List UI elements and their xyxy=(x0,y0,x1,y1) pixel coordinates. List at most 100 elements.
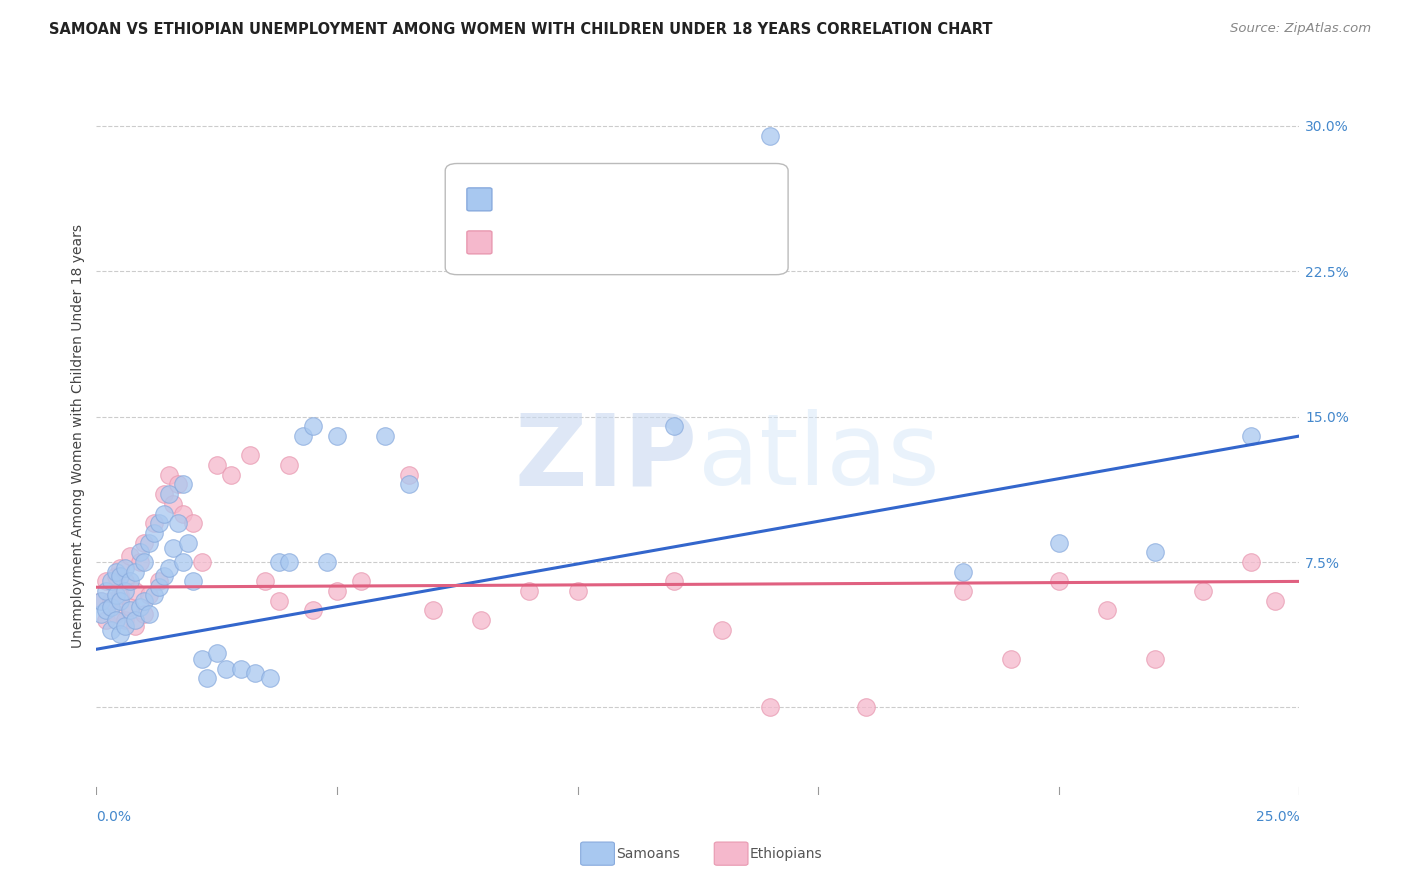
Point xyxy=(952,565,974,579)
Point xyxy=(172,555,194,569)
Point xyxy=(134,555,156,569)
Point xyxy=(128,545,150,559)
Point xyxy=(302,603,325,617)
Point xyxy=(269,594,291,608)
FancyBboxPatch shape xyxy=(467,231,492,254)
Point xyxy=(567,584,589,599)
Text: Samoans: Samoans xyxy=(616,847,679,861)
Point xyxy=(128,555,150,569)
Text: 0.0%: 0.0% xyxy=(97,810,131,824)
Text: N =: N = xyxy=(644,235,678,250)
Point xyxy=(118,574,141,589)
Point xyxy=(259,671,281,685)
Point xyxy=(143,588,166,602)
Point xyxy=(172,477,194,491)
Text: Source: ZipAtlas.com: Source: ZipAtlas.com xyxy=(1230,22,1371,36)
Point xyxy=(269,555,291,569)
Point xyxy=(134,607,156,622)
Point xyxy=(253,574,276,589)
Point xyxy=(952,584,974,599)
Point xyxy=(219,467,242,482)
Point xyxy=(662,574,685,589)
FancyBboxPatch shape xyxy=(467,188,492,211)
Point xyxy=(110,626,132,640)
Point xyxy=(124,613,146,627)
Point xyxy=(162,497,184,511)
Point xyxy=(181,574,204,589)
Text: 53: 53 xyxy=(692,235,713,250)
Text: 0.005: 0.005 xyxy=(572,235,620,250)
Point xyxy=(350,574,373,589)
Point xyxy=(124,565,146,579)
Point xyxy=(1143,545,1166,559)
Point xyxy=(100,574,122,589)
Point xyxy=(277,458,299,472)
Point xyxy=(138,588,160,602)
Point xyxy=(104,588,127,602)
Point xyxy=(162,541,184,556)
Point xyxy=(422,603,444,617)
Point xyxy=(152,507,174,521)
Point xyxy=(148,580,170,594)
Point xyxy=(94,603,117,617)
Point xyxy=(1240,429,1263,443)
FancyBboxPatch shape xyxy=(446,163,789,275)
Point xyxy=(398,467,420,482)
Point xyxy=(152,487,174,501)
Point xyxy=(90,594,112,608)
Point xyxy=(243,665,266,680)
Point xyxy=(94,584,117,599)
Point xyxy=(118,599,141,614)
Point xyxy=(138,535,160,549)
Point xyxy=(855,700,877,714)
Point xyxy=(124,584,146,599)
Point xyxy=(148,516,170,531)
Point xyxy=(118,603,141,617)
Point xyxy=(205,458,228,472)
Point xyxy=(148,574,170,589)
Point xyxy=(181,516,204,531)
Text: Ethiopians: Ethiopians xyxy=(749,847,823,861)
Point xyxy=(316,555,339,569)
Point xyxy=(519,584,541,599)
Point xyxy=(104,565,127,579)
Point xyxy=(114,574,136,589)
Point xyxy=(302,419,325,434)
Point xyxy=(104,607,127,622)
Text: SAMOAN VS ETHIOPIAN UNEMPLOYMENT AMONG WOMEN WITH CHILDREN UNDER 18 YEARS CORREL: SAMOAN VS ETHIOPIAN UNEMPLOYMENT AMONG W… xyxy=(49,22,993,37)
Point xyxy=(94,574,117,589)
Point xyxy=(1264,594,1286,608)
Point xyxy=(191,652,214,666)
Point xyxy=(759,128,782,143)
Point xyxy=(205,646,228,660)
Text: 0.266: 0.266 xyxy=(572,192,620,207)
Point xyxy=(110,588,132,602)
Point xyxy=(100,623,122,637)
Point xyxy=(90,594,112,608)
Point xyxy=(1143,652,1166,666)
Point xyxy=(110,561,132,575)
Point xyxy=(94,613,117,627)
Point xyxy=(157,561,180,575)
Point xyxy=(128,599,150,614)
Point xyxy=(1240,555,1263,569)
Point xyxy=(1047,535,1070,549)
Point xyxy=(114,619,136,633)
Point xyxy=(662,419,685,434)
Point xyxy=(143,516,166,531)
Point xyxy=(138,607,160,622)
Text: N =: N = xyxy=(644,192,678,207)
Point xyxy=(134,535,156,549)
Point xyxy=(215,662,238,676)
Point xyxy=(398,477,420,491)
Point xyxy=(110,568,132,582)
Text: 61: 61 xyxy=(692,192,713,207)
Point xyxy=(152,568,174,582)
Text: atlas: atlas xyxy=(697,409,939,506)
Point xyxy=(292,429,315,443)
Point xyxy=(374,429,396,443)
Point xyxy=(1000,652,1022,666)
Point xyxy=(470,613,492,627)
Point xyxy=(167,477,190,491)
Point xyxy=(114,584,136,599)
